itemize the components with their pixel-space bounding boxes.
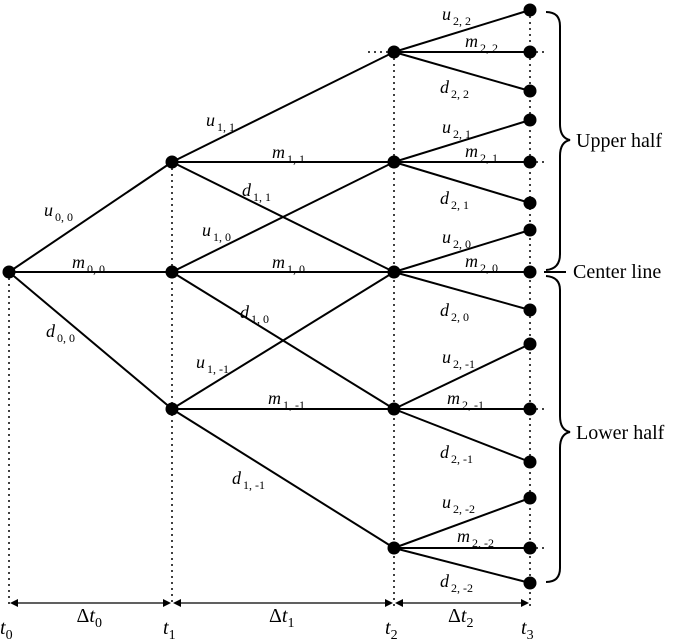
terminal-node bbox=[523, 455, 537, 469]
tree-nodes bbox=[2, 3, 537, 590]
edge-d-2_-1 bbox=[393, 408, 531, 463]
edge-label: m 1, -1 bbox=[268, 388, 305, 412]
arrow-left bbox=[395, 599, 403, 607]
edge-label: u 1, 0 bbox=[202, 220, 231, 244]
arrow-right bbox=[521, 599, 529, 607]
edge-label: m 2, -1 bbox=[447, 388, 484, 412]
edge-label: u 2, -2 bbox=[442, 492, 475, 516]
time-point-label: t0 bbox=[0, 617, 13, 639]
time-point-label: t3 bbox=[521, 617, 534, 639]
edge-label: d 2, -2 bbox=[440, 571, 473, 595]
edge-u-2_-2 bbox=[393, 497, 531, 549]
terminal-node bbox=[523, 491, 537, 505]
edge-label: u 2, -1 bbox=[442, 347, 475, 371]
arrow-left bbox=[173, 599, 181, 607]
edge-label: m 1, 1 bbox=[272, 142, 305, 166]
time-guides bbox=[8, 10, 544, 606]
edge-u-2_2 bbox=[393, 9, 531, 53]
edge-label: u 0, 0 bbox=[44, 200, 73, 224]
edge-u-2_1 bbox=[393, 119, 531, 163]
edge-label: u 2, 2 bbox=[442, 4, 471, 28]
interval-label: Δt2 bbox=[448, 605, 473, 631]
edge-d-2_0 bbox=[393, 271, 531, 311]
region-braces: Upper half Center line Lower half bbox=[544, 11, 665, 583]
terminal-node bbox=[523, 45, 537, 59]
edge-label: d 2, 1 bbox=[440, 188, 469, 212]
tree-node bbox=[387, 45, 401, 59]
upper-half-label: Upper half bbox=[576, 130, 662, 152]
tree-node bbox=[165, 265, 179, 279]
tree-node bbox=[165, 155, 179, 169]
time-point-label: t2 bbox=[385, 617, 398, 639]
edge-d-2_2 bbox=[393, 51, 531, 92]
edge-label: m 2, 2 bbox=[465, 31, 498, 55]
edge-labels: u 0, 0 m 0, 0 d 0, 0 u 1, 1 m 1, 1d 1, 1 u 1, 0 m 1, 0… bbox=[44, 4, 498, 595]
edge-label: m 0, 0 bbox=[72, 252, 105, 276]
terminal-node bbox=[523, 84, 537, 98]
interval-label: Δt0 bbox=[77, 605, 102, 631]
edge-label: d 1, 0 bbox=[240, 302, 269, 326]
edge-label: m 2, -2 bbox=[457, 526, 494, 550]
tree-node bbox=[387, 402, 401, 416]
arrow-left bbox=[10, 599, 18, 607]
edge-label: d 0, 0 bbox=[46, 321, 75, 345]
tree-node bbox=[387, 265, 401, 279]
edge-label: m 1, 0 bbox=[272, 252, 305, 276]
terminal-node bbox=[523, 402, 537, 416]
terminal-node bbox=[523, 155, 537, 169]
tree-node bbox=[165, 402, 179, 416]
tree-node bbox=[387, 541, 401, 555]
terminal-node bbox=[523, 265, 537, 279]
edge-label: u 1, -1 bbox=[196, 352, 229, 376]
edge-d-0_0 bbox=[8, 271, 173, 410]
edge-label: m 2, 0 bbox=[465, 251, 498, 275]
edge-u-0_0 bbox=[8, 161, 173, 273]
edge-u-1_-1 bbox=[171, 271, 395, 410]
center-line-label: Center line bbox=[573, 261, 661, 283]
edge-u-1_1 bbox=[171, 51, 395, 163]
interval-label: Δt1 bbox=[269, 605, 294, 631]
terminal-node bbox=[523, 3, 537, 17]
tree-node bbox=[387, 155, 401, 169]
edge-label: u 2, 0 bbox=[442, 227, 471, 251]
terminal-node bbox=[523, 196, 537, 210]
arrow-right bbox=[163, 599, 171, 607]
edge-u-1_0 bbox=[171, 161, 395, 273]
edge-u-2_0 bbox=[393, 229, 531, 273]
edge-label: d 2, -1 bbox=[440, 442, 473, 466]
edge-label: d 1, 1 bbox=[242, 180, 271, 204]
terminal-node bbox=[523, 303, 537, 317]
edge-label: d 2, 0 bbox=[440, 300, 469, 324]
time-axis: Δt0 Δt1 Δt2 t0 t1 t2 t3 bbox=[0, 599, 534, 639]
lower-half-brace bbox=[545, 275, 571, 583]
arrow-right bbox=[385, 599, 393, 607]
time-point-label: t1 bbox=[163, 617, 176, 639]
terminal-node bbox=[523, 576, 537, 590]
edge-label: m 2, 1 bbox=[465, 141, 498, 165]
edge-label: u 2, 1 bbox=[442, 117, 471, 141]
edge-d-2_-2 bbox=[393, 547, 531, 584]
edge-d-2_1 bbox=[393, 161, 531, 204]
terminal-node bbox=[523, 337, 537, 351]
lower-half-label: Lower half bbox=[576, 422, 665, 444]
terminal-node bbox=[523, 223, 537, 237]
edge-u-2_-1 bbox=[393, 343, 531, 410]
edge-label: d 1, -1 bbox=[232, 468, 265, 492]
tree-edges bbox=[8, 9, 531, 584]
terminal-node bbox=[523, 541, 537, 555]
edge-label: d 2, 2 bbox=[440, 77, 469, 101]
edge-label: u 1, 1 bbox=[206, 110, 235, 134]
upper-half-brace bbox=[545, 11, 571, 271]
terminal-node bbox=[523, 113, 537, 127]
edge-d-1_-1 bbox=[171, 408, 395, 549]
tree-node bbox=[2, 265, 16, 279]
